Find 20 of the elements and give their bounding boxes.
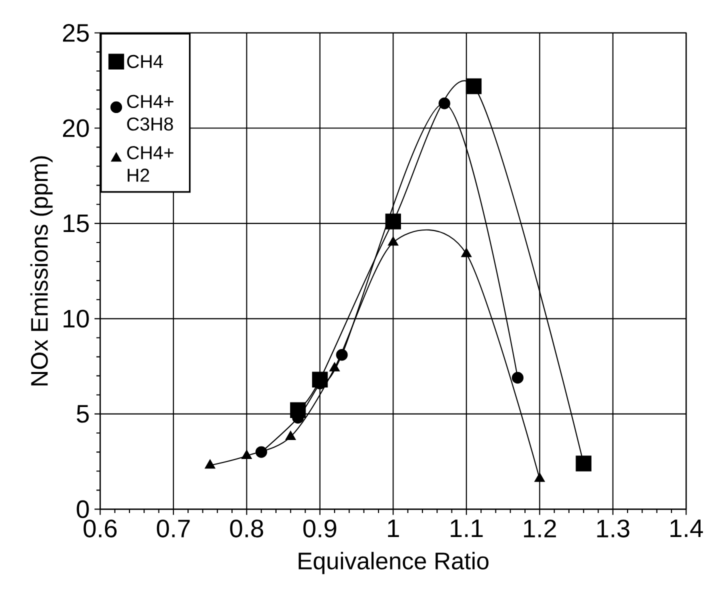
x-tick-label: 0.9 — [303, 520, 336, 538]
x-tick-label: 1 — [388, 520, 399, 537]
x-axis-title: Equivalence Ratio — [298, 552, 488, 574]
x-tick-label: 0.7 — [156, 520, 190, 538]
legend-label: CH4+ C3H8 — [127, 94, 174, 131]
x-tick-label: 1.3 — [597, 520, 630, 538]
y-tick-label: 5 — [76, 405, 89, 423]
x-tick-label: 0.6 — [84, 520, 117, 538]
y-tick-label: 15 — [64, 214, 89, 232]
y-tick-label: 0 — [76, 500, 89, 518]
legend-label: CH4 — [127, 54, 163, 68]
y-axis-title: NOx Emissions (ppm) — [30, 156, 53, 386]
x-tick-label: 1.4 — [670, 520, 703, 537]
x-tick-label: 0.8 — [230, 520, 264, 538]
legend-label: CH4+ H2 — [127, 146, 174, 182]
y-tick-label: 20 — [63, 119, 89, 138]
y-tick-label: 10 — [64, 310, 89, 328]
y-tick-label: 25 — [63, 24, 89, 42]
x-tick-label: 1.1 — [450, 520, 483, 537]
x-tick-label: 1.2 — [524, 520, 556, 538]
